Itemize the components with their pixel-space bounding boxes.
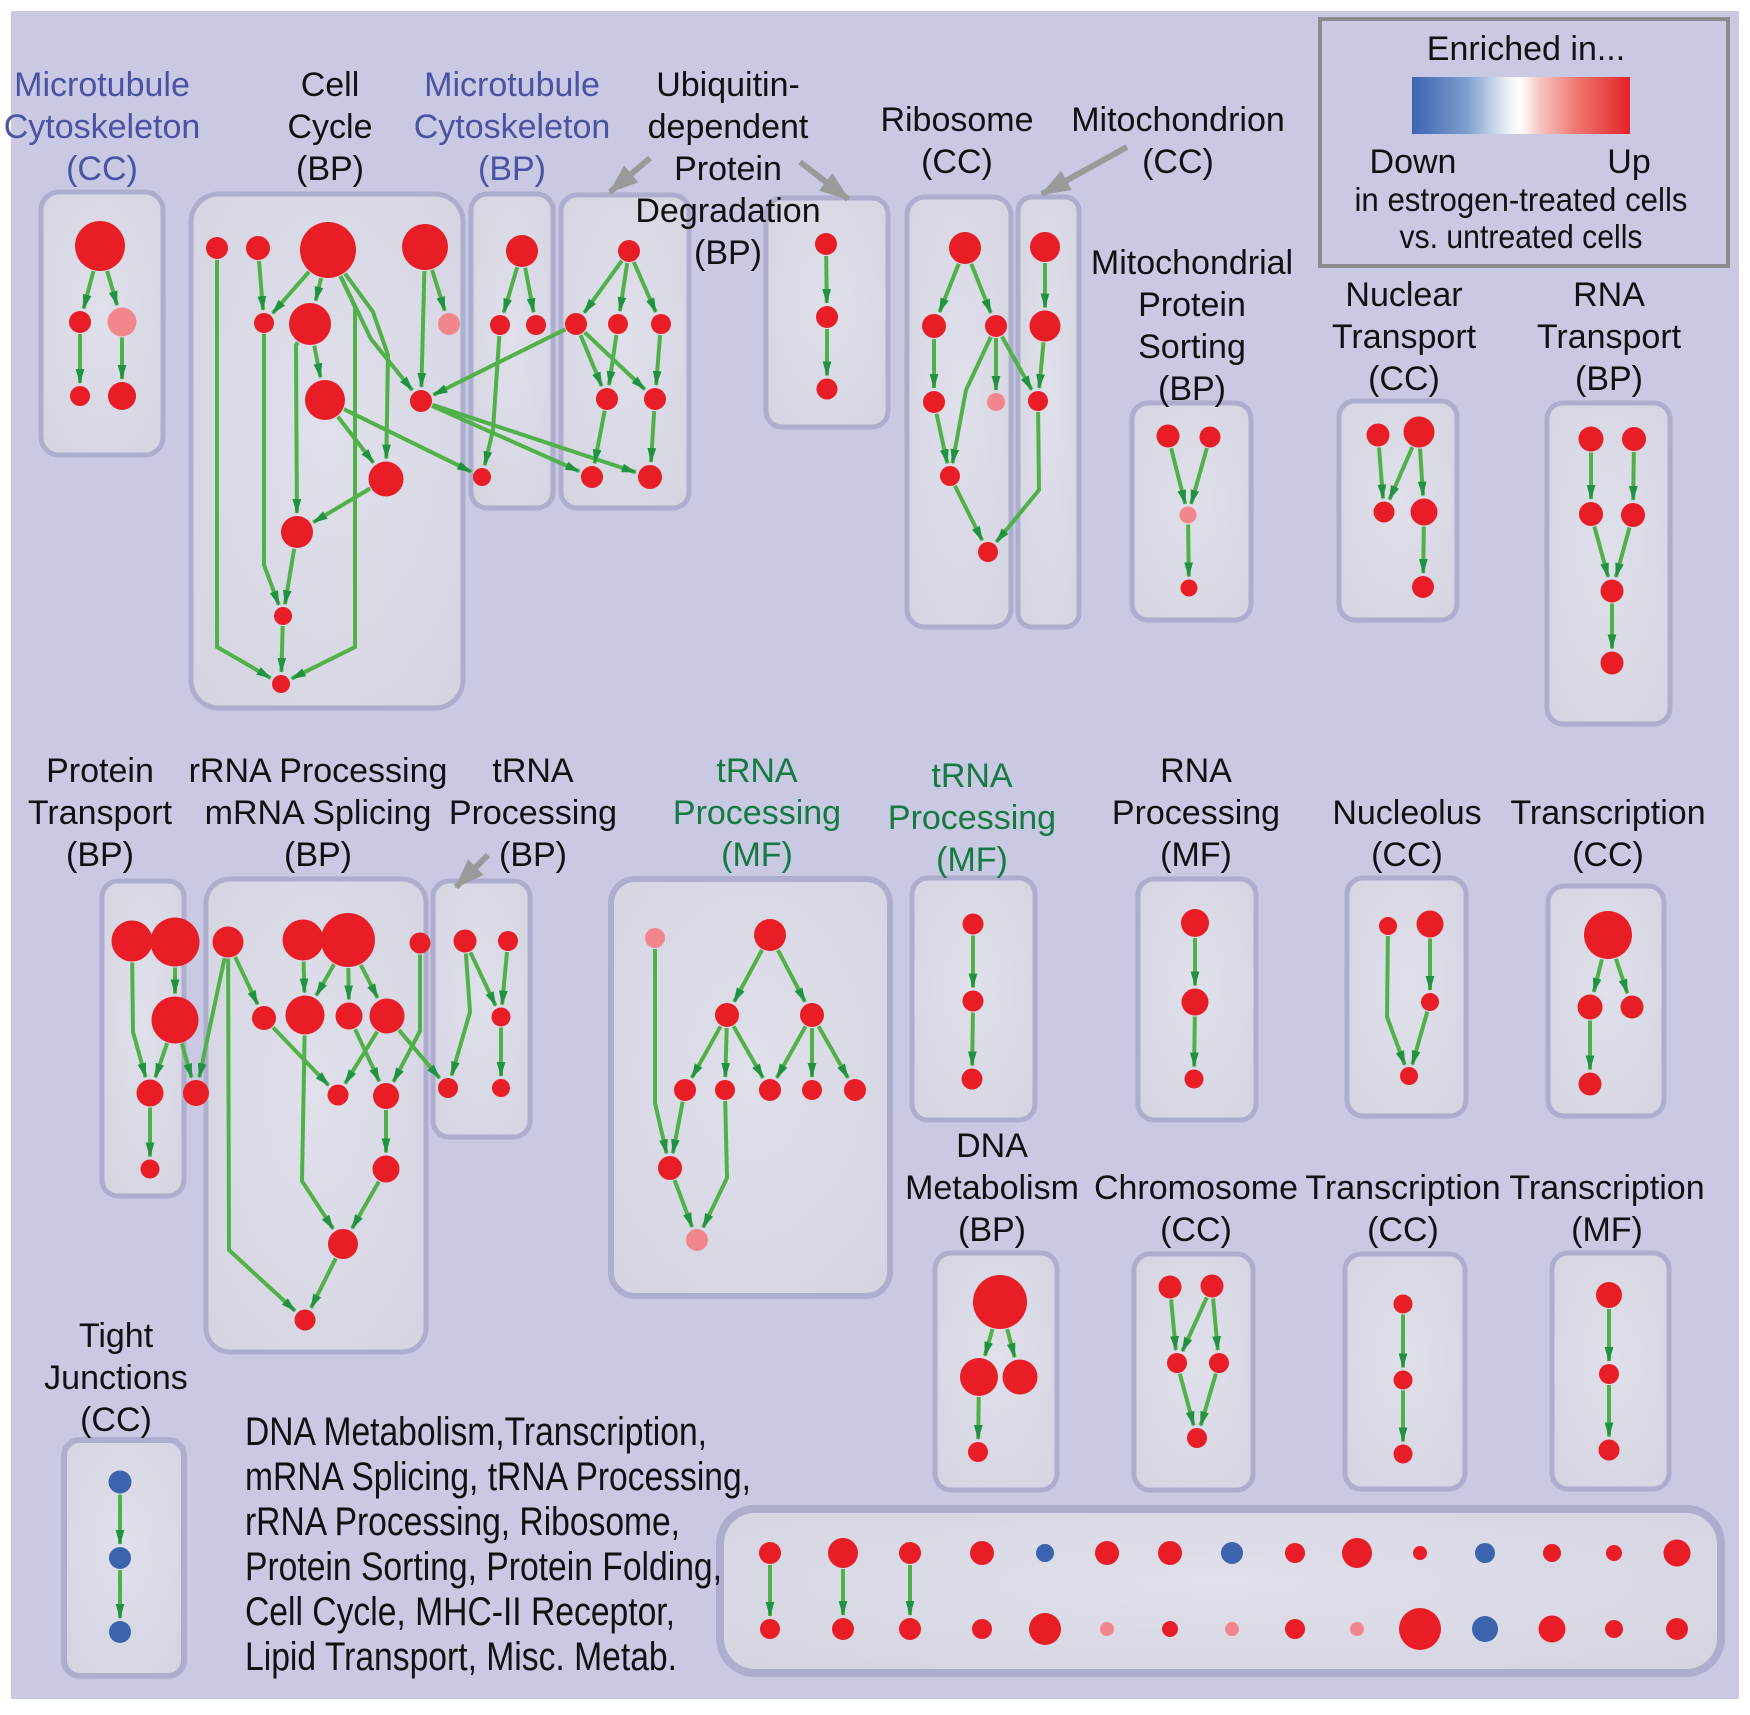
svg-text:(CC): (CC) (1142, 143, 1214, 181)
svg-text:Chromosome: Chromosome (1094, 1169, 1298, 1207)
svg-text:(CC): (CC) (1368, 360, 1440, 398)
svg-text:(CC): (CC) (1367, 1211, 1439, 1249)
svg-text:(BP): (BP) (499, 836, 567, 874)
svg-text:dependent: dependent (648, 108, 809, 146)
svg-text:(BP): (BP) (66, 836, 134, 874)
svg-text:Processing: Processing (673, 794, 841, 832)
svg-text:(BP): (BP) (1158, 370, 1226, 408)
svg-text:(BP): (BP) (296, 150, 364, 188)
svg-text:Mitochondrion: Mitochondrion (1071, 101, 1285, 139)
svg-text:Transcription: Transcription (1510, 794, 1705, 832)
svg-text:Junctions: Junctions (44, 1359, 188, 1397)
svg-text:(MF): (MF) (721, 836, 793, 874)
svg-text:Transport: Transport (28, 794, 173, 832)
svg-text:rRNA Processing, Ribosome,: rRNA Processing, Ribosome, (245, 1500, 680, 1544)
svg-text:(BP): (BP) (284, 836, 352, 874)
svg-text:Processing: Processing (888, 799, 1056, 837)
svg-text:(CC): (CC) (921, 143, 993, 181)
svg-text:Processing: Processing (1112, 794, 1280, 832)
svg-text:mRNA Splicing, tRNA Processing: mRNA Splicing, tRNA Processing, (245, 1455, 751, 1499)
svg-text:Protein Sorting, Protein Foldi: Protein Sorting, Protein Folding, (245, 1545, 722, 1589)
svg-text:(CC): (CC) (80, 1401, 152, 1439)
svg-text:Protein: Protein (1138, 286, 1246, 324)
svg-text:(BP): (BP) (1575, 360, 1643, 398)
svg-text:(CC): (CC) (1572, 836, 1644, 874)
svg-text:Ubiquitin-: Ubiquitin- (656, 66, 800, 104)
svg-text:Ribosome: Ribosome (880, 101, 1033, 139)
svg-text:mRNA Splicing: mRNA Splicing (205, 794, 432, 832)
svg-text:in estrogen-treated cells: in estrogen-treated cells (1355, 181, 1688, 218)
svg-text:Metabolism: Metabolism (905, 1169, 1079, 1207)
svg-text:Microtubule: Microtubule (424, 66, 600, 104)
svg-text:Nucleolus: Nucleolus (1332, 794, 1481, 832)
svg-text:(BP): (BP) (694, 234, 762, 272)
svg-text:(BP): (BP) (478, 150, 546, 188)
svg-text:tRNA: tRNA (716, 752, 798, 790)
svg-text:RNA: RNA (1573, 276, 1645, 314)
svg-text:tRNA: tRNA (492, 752, 574, 790)
svg-text:(CC): (CC) (1371, 836, 1443, 874)
svg-text:Cell: Cell (301, 66, 360, 104)
svg-text:Up: Up (1607, 143, 1650, 181)
svg-text:Processing: Processing (449, 794, 617, 832)
svg-text:Cell Cycle, MHC-II Receptor,: Cell Cycle, MHC-II Receptor, (245, 1590, 675, 1634)
svg-text:rRNA Processing: rRNA Processing (189, 752, 448, 790)
svg-text:Microtubule: Microtubule (14, 66, 190, 104)
svg-text:(MF): (MF) (1160, 836, 1232, 874)
svg-text:Protein: Protein (46, 752, 154, 790)
svg-text:Transport: Transport (1537, 318, 1682, 356)
svg-text:Degradation: Degradation (635, 192, 820, 230)
svg-text:Cycle: Cycle (287, 108, 372, 146)
svg-text:Transport: Transport (1332, 318, 1477, 356)
svg-text:Transcription: Transcription (1305, 1169, 1500, 1207)
svg-text:DNA: DNA (956, 1127, 1028, 1165)
svg-text:Down: Down (1370, 143, 1457, 181)
svg-text:Lipid Transport, Misc. Metab.: Lipid Transport, Misc. Metab. (245, 1635, 677, 1679)
svg-text:Cytoskeleton: Cytoskeleton (414, 108, 611, 146)
svg-text:Cytoskeleton: Cytoskeleton (4, 108, 201, 146)
svg-text:DNA Metabolism,Transcription,: DNA Metabolism,Transcription, (245, 1410, 707, 1454)
svg-text:RNA: RNA (1160, 752, 1232, 790)
svg-text:Sorting: Sorting (1138, 328, 1246, 366)
svg-text:Protein: Protein (674, 150, 782, 188)
svg-text:Transcription: Transcription (1509, 1169, 1704, 1207)
svg-text:(CC): (CC) (66, 150, 138, 188)
svg-text:(BP): (BP) (958, 1211, 1026, 1249)
svg-text:(MF): (MF) (1571, 1211, 1643, 1249)
svg-text:Nuclear: Nuclear (1345, 276, 1462, 314)
svg-text:Enriched in...: Enriched in... (1427, 30, 1625, 68)
svg-text:tRNA: tRNA (931, 757, 1013, 795)
svg-text:Mitochondrial: Mitochondrial (1091, 244, 1293, 282)
svg-text:(CC): (CC) (1160, 1211, 1232, 1249)
svg-text:(MF): (MF) (936, 841, 1008, 879)
svg-text:Tight: Tight (79, 1317, 154, 1355)
svg-text:vs. untreated cells: vs. untreated cells (1400, 218, 1643, 255)
